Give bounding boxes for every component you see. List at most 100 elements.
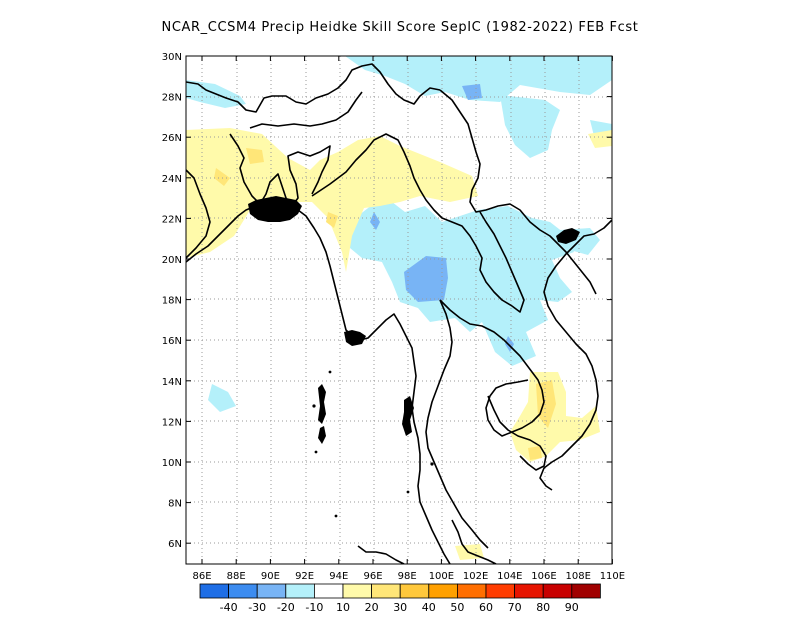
negative-skill-patch-north [462,84,482,100]
island-dot-4 [430,462,434,466]
lon-label: 100E [429,571,454,582]
lat-label: 14N [162,377,182,388]
axis-tick-marks [186,55,613,564]
bhutan-assam-border [249,91,363,129]
colorbar-swatch [514,583,544,599]
lon-label: 96E [363,571,382,582]
positive-skill-patch-northwest [246,148,264,164]
colorbar-swatch [313,583,344,599]
positive-skill-region-west [186,128,478,272]
negative-skill-region-north [345,56,612,102]
lat-label: 26N [162,133,182,144]
lat-label: 24N [162,174,182,185]
lon-label: 106E [531,571,556,582]
andaman-islands-south [318,426,326,444]
malay-peninsula-west [357,545,405,564]
thailand-cambodia-border [439,299,545,437]
colorbar-swatch [399,583,430,599]
map-title: NCAR_CCSM4 Precip Heidke Skill Score Sep… [161,20,639,35]
lon-label: 88E [227,571,246,582]
colorbar-label: -30 [248,601,266,614]
lon-label: 94E [329,571,348,582]
longitude-labels: 86E 88E 90E 92E 94E 96E 98E 100E 102E 104E 106E 108… [192,571,625,582]
colorbar-swatch [228,583,258,599]
lat-label: 28N [162,93,182,104]
colorbar-label: 70 [508,601,522,614]
negative-skill-region-southwest [208,384,236,412]
colorbar-label: 80 [536,601,550,614]
cambodia-coast [487,395,547,471]
island-dot-1 [312,404,316,408]
colorbar-swatch [199,583,230,599]
colorbar-label: 20 [365,601,379,614]
myanmar-east-border [311,133,525,313]
lon-label: 86E [192,571,211,582]
colorbar-label: -40 [220,601,238,614]
mergui-archipelago-detail [402,396,414,436]
plot-frame [185,55,613,565]
india-west-coast [186,169,211,259]
positive-skill-region-east-small [588,130,612,148]
irrawaddy-delta [344,330,366,346]
coastal-detail [248,196,580,518]
lat-label: 8N [168,499,182,510]
colorbar-swatch [285,583,315,599]
lon-label: 92E [295,571,314,582]
lat-label: 22N [162,214,182,225]
lat-label: 30N [162,52,182,63]
lat-label: 18N [162,296,182,307]
positive-skill-patch-southern [528,446,542,460]
lat-label: 16N [162,336,182,347]
malay-peninsula-east [451,519,497,564]
colorbar-swatch [371,583,401,599]
gulf-of-thailand-coast [425,299,489,549]
negative-skill-patch-central [370,212,380,230]
colorbar [199,583,601,599]
colorbar-label: -20 [277,601,295,614]
lon-label: 104E [497,571,522,582]
lon-label: 102E [463,571,488,582]
ganges-delta-sundarbans [248,196,302,222]
colorbar-swatch [256,583,287,599]
negative-skill-region-central [350,202,574,366]
island-dot-3 [314,450,318,454]
lon-label: 108E [565,571,590,582]
island-dot-2 [328,370,332,374]
island-dot-6 [406,490,410,494]
negative-skill-region-northeast [500,95,560,158]
skill-shading [186,56,612,560]
lat-label: 20N [162,255,182,266]
positive-skill-patch-south [536,380,556,428]
lon-label: 90E [261,571,280,582]
vietnam-north-coast-detail [556,228,580,244]
colorbar-swatch [571,583,601,599]
colorbar-swatch [342,583,373,599]
latitude-labels: 30N 28N 26N 24N 22N 20N 18N 16N 14N 12N 10N 8N 6N [162,52,182,550]
colorbar-label: 10 [336,601,350,614]
colorbar-label: 60 [479,601,493,614]
colorbar-label: 40 [422,601,436,614]
colorbar-label: 30 [393,601,407,614]
negative-skill-patch-west [404,256,448,302]
colorbar-swatch [456,583,487,599]
colorbar-swatch [428,583,458,599]
island-dot-5 [334,514,338,518]
lon-label: 110E [600,571,625,582]
lat-label: 10N [162,458,182,469]
colorbar-labels: -40 -30 -20 -10 10 20 30 40 50 60 70 80 90 [220,601,579,614]
colorbar-label: -10 [305,601,323,614]
vietnam-coast [539,219,612,491]
andaman-islands-north [318,384,326,424]
colorbar-swatch [485,583,516,599]
positive-skill-patch-center [326,212,338,228]
colorbar-label: 50 [450,601,464,614]
lat-label: 12N [162,417,182,428]
colorbar-label: 90 [565,601,579,614]
lat-label: 6N [168,539,182,550]
colorbar-swatch [542,583,573,599]
india-north-border [186,63,441,113]
lon-label: 98E [398,571,417,582]
positive-skill-region-south [510,372,600,462]
positive-skill-patch-west [214,168,230,186]
